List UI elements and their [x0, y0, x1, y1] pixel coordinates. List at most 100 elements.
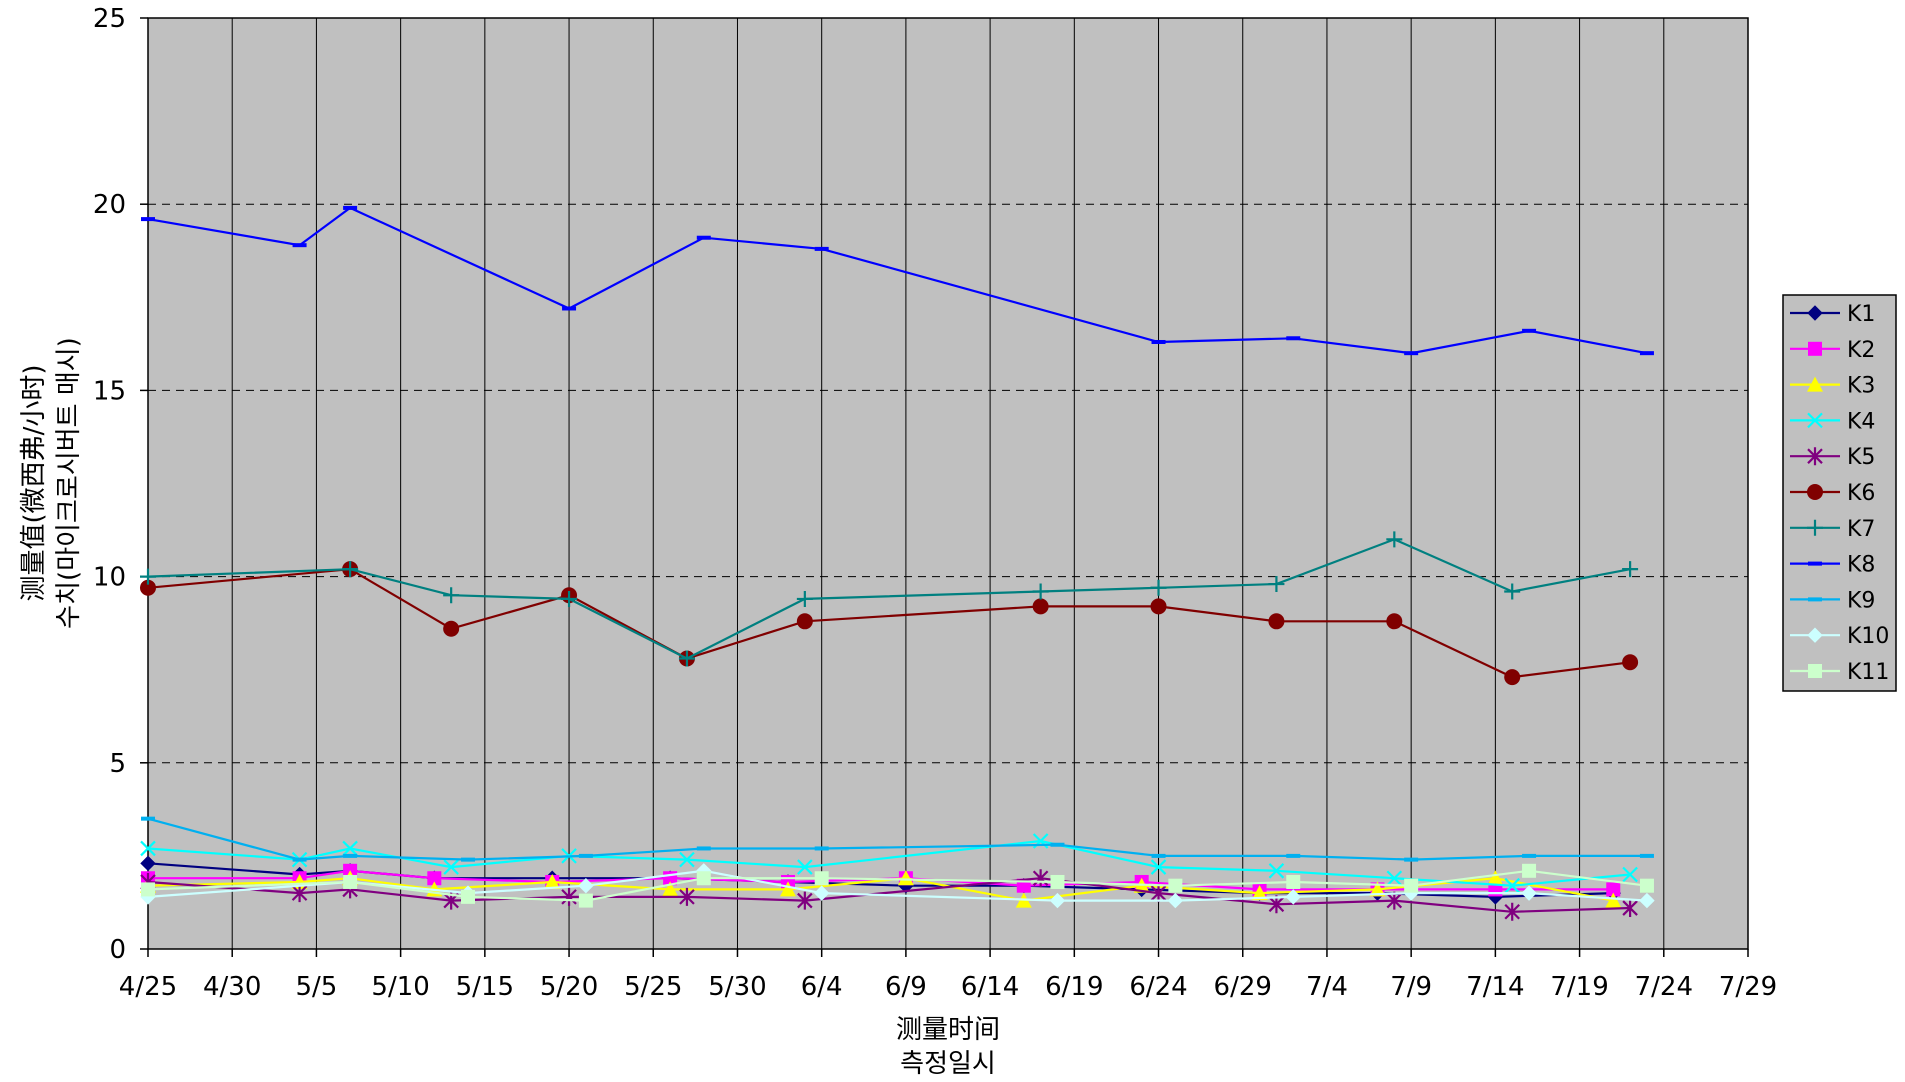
- x-tick-label: 7/24: [1635, 972, 1693, 1002]
- data-point-k11: [1522, 863, 1537, 878]
- data-point-k4: [797, 859, 813, 875]
- x-tick-label: 6/24: [1129, 972, 1187, 1002]
- x-tick-label: 7/14: [1466, 972, 1524, 1002]
- x-tick-label: 7/9: [1390, 972, 1432, 1002]
- series-k9: [141, 816, 1654, 862]
- data-point-k9: [1050, 842, 1065, 847]
- legend-item-k9: K9: [1790, 588, 1875, 613]
- data-point-k3: [780, 881, 796, 897]
- data-point-k9: [1522, 853, 1537, 858]
- data-point-k7: [443, 587, 460, 604]
- x-tick-label: 5/10: [371, 972, 429, 1002]
- legend-item-k5: K5: [1790, 445, 1875, 470]
- series-line-k10: [147, 869, 1647, 902]
- legend-marker-k2: [1808, 341, 1822, 356]
- data-point-k4: [1268, 863, 1285, 879]
- data-point-k7: [1150, 579, 1167, 596]
- x-tick-label: 5/25: [624, 972, 682, 1002]
- data-point-k8: [1522, 328, 1537, 333]
- data-point-k8: [1286, 336, 1301, 341]
- legend-label-k11: K11: [1847, 660, 1889, 685]
- data-point-k7: [796, 590, 813, 607]
- data-point-k7: [1268, 576, 1285, 593]
- data-point-k7: [342, 561, 359, 578]
- data-point-k8: [343, 205, 358, 210]
- data-point-k10: [1167, 892, 1184, 909]
- x-tick-label: 4/25: [119, 972, 177, 1002]
- data-point-k3: [544, 873, 561, 889]
- y-axis-title-cn: 测量值(微西弗/小时): [19, 364, 49, 601]
- x-tick-label: 6/9: [885, 972, 927, 1002]
- y-tick-label: 10: [93, 563, 126, 593]
- data-point-k6: [1622, 654, 1639, 671]
- data-point-k11: [814, 871, 829, 886]
- data-point-k11: [1404, 878, 1419, 893]
- data-point-k8: [141, 217, 155, 222]
- data-point-k6: [1032, 598, 1049, 615]
- data-point-k10: [1049, 892, 1066, 909]
- legend-marker-k5: [1807, 447, 1823, 466]
- series-k8: [141, 205, 1654, 356]
- legend-item-k2: K2: [1790, 338, 1875, 363]
- series-k11: [141, 863, 1654, 908]
- data-point-k3: [1605, 892, 1622, 908]
- legend-marker-k4: [1807, 412, 1823, 429]
- data-point-k4: [342, 840, 358, 857]
- data-point-k4: [1504, 877, 1520, 894]
- data-point-k11: [1168, 878, 1183, 893]
- data-point-k2: [1606, 882, 1621, 897]
- legend-item-k4: K4: [1790, 409, 1875, 434]
- data-point-k3: [897, 870, 914, 886]
- legend-label-k2: K2: [1847, 338, 1875, 363]
- data-point-k3: [1369, 881, 1386, 897]
- data-point-k6: [1268, 613, 1285, 630]
- data-point-k9: [578, 853, 593, 858]
- data-point-k4: [1150, 859, 1167, 875]
- data-point-k7: [1622, 561, 1639, 578]
- data-point-k6: [1386, 613, 1403, 630]
- data-point-k10: [1521, 885, 1537, 901]
- data-point-k5: [1504, 902, 1520, 921]
- data-point-k11: [1286, 874, 1301, 889]
- data-point-k4: [443, 859, 459, 875]
- series-line-k3: [147, 877, 1614, 902]
- data-point-k6: [796, 613, 813, 630]
- series-k7: [140, 531, 1639, 667]
- data-point-k11: [343, 874, 358, 889]
- vertical-gridlines: [147, 18, 1749, 949]
- y-tick-label: 25: [93, 4, 126, 34]
- data-point-k4: [140, 840, 156, 857]
- data-point-k8: [696, 235, 711, 240]
- data-point-k5: [561, 887, 577, 906]
- x-tick-label: 7/4: [1306, 972, 1348, 1002]
- series-line-k11: [147, 869, 1648, 902]
- horizontal-gridlines: [148, 203, 1748, 764]
- legend-label-k4: K4: [1847, 409, 1875, 434]
- legend-item-k10: K10: [1790, 624, 1889, 649]
- data-point-k5: [291, 884, 308, 903]
- legend-label-k3: K3: [1847, 374, 1875, 399]
- legend-label-k9: K9: [1847, 588, 1875, 613]
- x-tick-label: 6/29: [1214, 972, 1272, 1002]
- data-point-k8: [1639, 351, 1654, 356]
- x-axis-title-cn: 测量时间: [896, 1015, 1000, 1045]
- data-point-k8: [292, 243, 307, 248]
- y-tick-label: 15: [93, 376, 126, 406]
- data-point-k10: [813, 885, 830, 901]
- data-point-k10: [1639, 892, 1655, 909]
- series-line-k7: [147, 538, 1631, 660]
- data-point-k2: [427, 871, 442, 886]
- data-point-k8: [1151, 339, 1166, 344]
- data-point-k4: [679, 851, 695, 868]
- legend-item-k8: K8: [1790, 553, 1875, 578]
- x-tick-label: 4/30: [203, 972, 261, 1002]
- legend-marker-k10: [1807, 627, 1823, 643]
- x-tick-label: 5/5: [295, 972, 337, 1002]
- legend-label-k10: K10: [1847, 624, 1889, 649]
- legend-label-k6: K6: [1847, 481, 1875, 506]
- data-point-k7: [678, 650, 695, 667]
- legend-label-k5: K5: [1847, 445, 1875, 470]
- data-point-k7: [140, 568, 156, 585]
- legend-label-k1: K1: [1847, 302, 1875, 327]
- data-point-k9: [1404, 857, 1419, 862]
